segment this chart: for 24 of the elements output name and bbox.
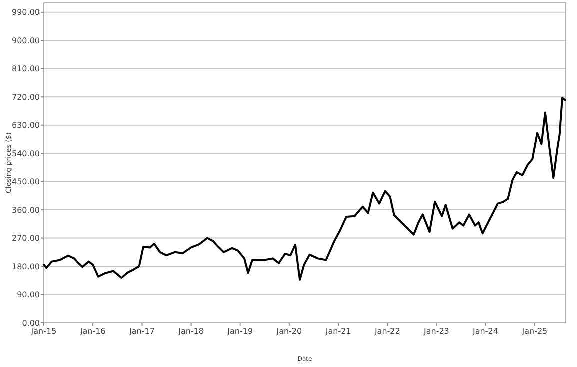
x-tick-label: Jan-22 [374, 327, 400, 336]
x-tick-label: Jan-21 [324, 327, 352, 336]
y-tick-label: 630.00 [12, 121, 40, 130]
y-tick-label: 180.00 [12, 262, 40, 272]
x-tick-label: Jan-18 [178, 327, 204, 336]
y-tick-label: 450.00 [12, 178, 40, 187]
y-tick-label: 900.00 [12, 36, 40, 46]
x-tick-label: Jan-16 [79, 327, 106, 336]
x-tick-label: Jan-19 [226, 327, 254, 336]
x-tick-label: Jan-25 [521, 327, 548, 336]
x-tick-label: Jan-15 [30, 327, 57, 336]
y-tick-label: 90.00 [17, 290, 40, 300]
x-tick-label: Jan-23 [423, 327, 450, 336]
y-tick-label: 540.00 [12, 149, 40, 158]
y-tick-label: 720.00 [12, 92, 40, 102]
line-series [43, 97, 566, 282]
y-tick-label: 0.00 [22, 318, 40, 328]
x-tick-label: Jan-20 [276, 327, 302, 336]
y-tick-label: 360.00 [12, 206, 40, 215]
y-tick-label: 810.00 [12, 64, 40, 74]
x-tick-label: Jan-24 [472, 327, 498, 336]
y-tick-label: 990.00 [12, 8, 40, 18]
x-tick-label: Jan-17 [128, 327, 155, 336]
y-tick-label: 270.00 [12, 234, 40, 244]
